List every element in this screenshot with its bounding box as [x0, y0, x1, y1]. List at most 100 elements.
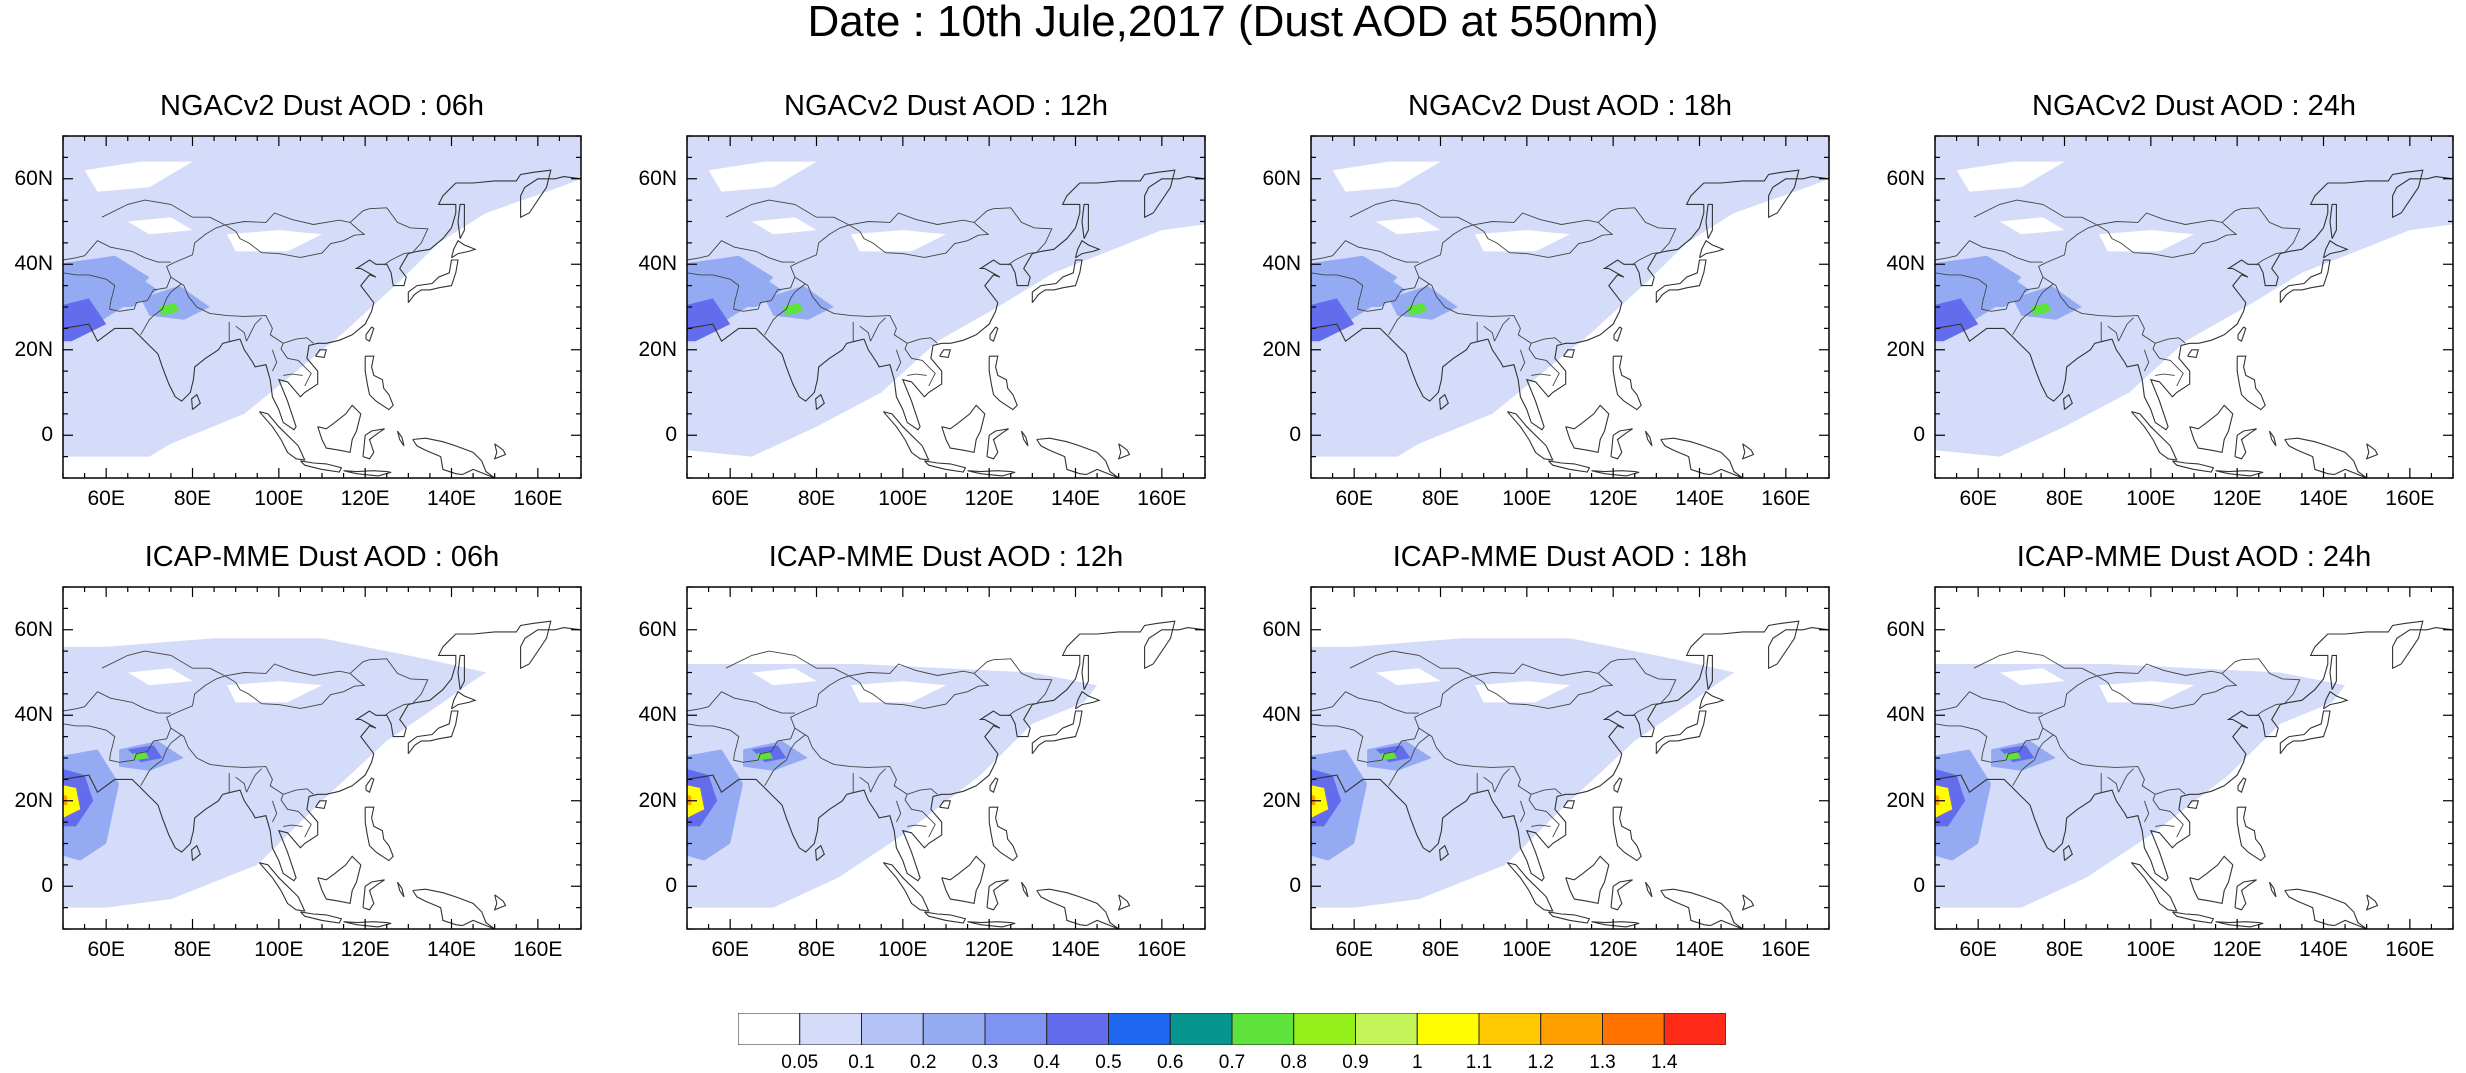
aod-shading-peak	[63, 785, 81, 818]
aod-shading-mid	[712, 272, 782, 307]
coastline	[1031, 259, 1083, 304]
country-border	[870, 317, 886, 342]
country-border	[224, 673, 366, 709]
coastline	[1613, 777, 1623, 794]
x-tick-label: 100E	[1502, 938, 1552, 961]
y-tick-label: 0	[41, 423, 53, 447]
country-border	[1494, 317, 1510, 342]
country-border	[764, 734, 806, 787]
coastline	[2189, 404, 2234, 454]
coastline	[1439, 844, 1449, 862]
country-border	[1935, 691, 2043, 714]
coastline	[882, 411, 930, 461]
panel-title: ICAP-MME Dust AOD : 06h	[144, 541, 500, 573]
country-border	[2152, 343, 2184, 387]
country-border	[1519, 349, 1526, 372]
country-border	[1311, 272, 1420, 312]
country-border	[764, 283, 806, 336]
coastline	[1612, 806, 1642, 862]
panel-title: NGACv2 Dust AOD : 12h	[784, 90, 1108, 122]
country-border	[2107, 776, 2119, 793]
coastline	[315, 349, 328, 359]
coastline	[412, 888, 496, 929]
coastline	[315, 800, 328, 810]
country-border	[1483, 776, 1495, 793]
colorbar-swatch	[1231, 1013, 1295, 1045]
country-border	[63, 272, 172, 312]
country-border	[907, 373, 927, 376]
aod-clear-area	[127, 668, 193, 686]
x-tick-label: 80E	[797, 938, 836, 961]
coastline	[2329, 203, 2337, 239]
map-panel	[1310, 135, 1830, 479]
y-tick-label: 0	[665, 423, 677, 447]
map-panel	[686, 135, 1206, 479]
country-border	[2118, 317, 2134, 342]
map-panel	[1934, 135, 2454, 479]
x-tick-label: 160E	[2385, 938, 2435, 961]
coastline	[939, 349, 952, 359]
coastline	[493, 443, 507, 460]
country-border	[2155, 824, 2175, 827]
x-tick-label: 120E	[340, 487, 390, 510]
aod-shading-high	[687, 298, 731, 342]
map-panel	[686, 586, 1206, 930]
coastline	[450, 239, 477, 259]
coastline	[2172, 460, 2215, 473]
coastline	[988, 806, 1018, 862]
aod-clear-area	[1332, 161, 1441, 192]
colorbar-label: 1.4	[1651, 1052, 1678, 1073]
coastline	[365, 326, 375, 343]
country-border	[2143, 349, 2150, 372]
country-border	[687, 272, 796, 312]
y-tick-label: 40N	[1262, 252, 1301, 276]
aod-shading-low	[63, 638, 486, 908]
x-tick-label: 120E	[1588, 938, 1638, 961]
x-tick-label: 140E	[1674, 487, 1725, 510]
aod-shading-mid	[764, 285, 834, 320]
coastline	[1036, 437, 1120, 478]
colorbar-label: 0.7	[1218, 1052, 1246, 1073]
coastline	[1655, 710, 1707, 755]
coastline	[412, 437, 496, 478]
coastline	[364, 355, 394, 411]
coastline	[364, 806, 394, 862]
country-border	[859, 325, 871, 342]
colorbar-label: 0.1	[848, 1052, 875, 1073]
country-border	[2096, 673, 2238, 709]
aod-clear-area	[851, 230, 946, 252]
aod-shading-low	[63, 136, 581, 457]
country-border	[904, 794, 936, 838]
country-border	[1414, 658, 1677, 729]
coastline	[407, 259, 459, 304]
coastline	[300, 460, 343, 473]
aod-clear-area	[1375, 668, 1441, 686]
coastline	[1705, 203, 1713, 239]
coastline	[967, 470, 1016, 477]
coastline	[989, 777, 999, 794]
aod-colorbar	[738, 1013, 1726, 1045]
coastline	[1591, 470, 1640, 477]
coastline	[1705, 654, 1713, 690]
colorbar-swatch	[1540, 1013, 1603, 1045]
country-border	[859, 776, 871, 793]
x-tick-label: 60E	[1959, 938, 1997, 961]
coastline	[1548, 911, 1591, 924]
coastline	[362, 428, 385, 460]
country-border	[235, 325, 247, 342]
y-tick-label: 60N	[1262, 166, 1301, 190]
aod-clear-area	[1999, 668, 2065, 686]
country-border	[1519, 800, 1526, 823]
coastline	[2130, 862, 2178, 912]
coastline	[2284, 888, 2368, 929]
coastline	[2329, 654, 2337, 690]
coastline	[1660, 888, 1744, 929]
country-border	[725, 199, 850, 226]
country-border	[1528, 794, 1560, 838]
coastline	[1117, 443, 1131, 460]
panel-title: NGACv2 Dust AOD : 18h	[1408, 90, 1732, 122]
y-tick-label: 40N	[14, 252, 53, 276]
coastline	[343, 921, 392, 928]
coastline	[407, 710, 459, 755]
x-tick-label: 120E	[2212, 938, 2262, 961]
